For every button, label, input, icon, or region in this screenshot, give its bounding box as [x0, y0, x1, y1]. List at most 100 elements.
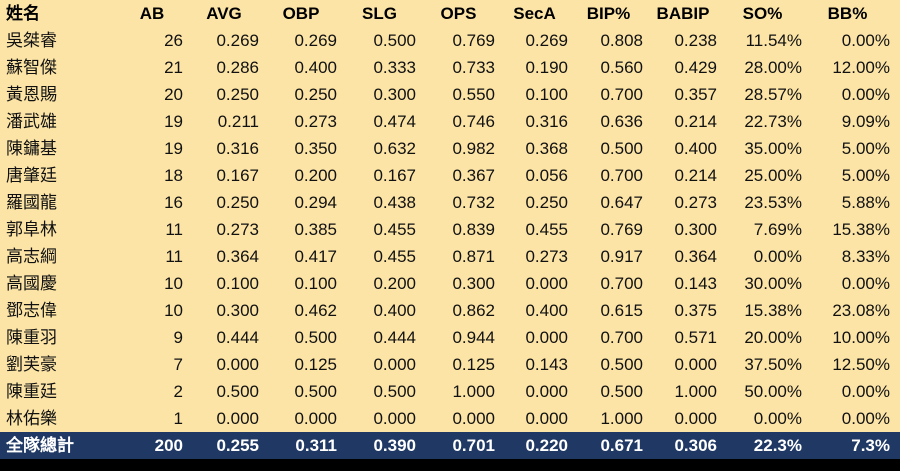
stat-cell[interactable]: 0.571: [674, 328, 717, 347]
stat-cell[interactable]: 0.316: [216, 139, 259, 158]
column-header-bb-pct[interactable]: BB%: [827, 4, 868, 23]
stat-cell[interactable]: 0.269: [294, 31, 337, 50]
player-name-cell[interactable]: 林佑樂: [6, 409, 57, 428]
stat-cell[interactable]: 9.09%: [841, 112, 890, 131]
stat-cell[interactable]: 0.700: [600, 274, 643, 293]
stat-cell[interactable]: 0.000: [216, 409, 259, 428]
stat-cell[interactable]: 0.385: [294, 220, 337, 239]
player-name-cell[interactable]: 劉芙豪: [6, 355, 57, 374]
stat-cell[interactable]: 11.54%: [745, 31, 802, 50]
total-stat-cell[interactable]: 200: [118, 432, 186, 459]
stat-cell[interactable]: 0.357: [674, 85, 717, 104]
stat-cell[interactable]: 0.455: [373, 247, 416, 266]
stat-cell[interactable]: 0.462: [294, 301, 337, 320]
stat-cell[interactable]: 0.700: [600, 85, 643, 104]
stat-cell[interactable]: 0.250: [294, 85, 337, 104]
stat-cell[interactable]: 0.300: [452, 274, 495, 293]
stat-cell[interactable]: 0.000: [525, 328, 568, 347]
column-header-ab[interactable]: AB: [139, 4, 165, 23]
stat-cell[interactable]: 0.273: [294, 112, 337, 131]
stat-cell[interactable]: 0.862: [452, 301, 495, 320]
stat-cell[interactable]: 20.00%: [744, 328, 802, 347]
stat-cell[interactable]: 0.550: [452, 85, 495, 104]
stat-cell[interactable]: 2: [173, 382, 183, 401]
column-header-slg[interactable]: SLG: [362, 4, 397, 23]
stat-cell[interactable]: 0.00%: [841, 382, 890, 401]
stat-cell[interactable]: 0.167: [373, 166, 416, 185]
stat-cell[interactable]: 0.214: [674, 112, 717, 131]
stat-cell[interactable]: 37.50%: [744, 355, 802, 374]
stat-cell[interactable]: 50.00%: [744, 382, 802, 401]
stat-cell[interactable]: 0.000: [525, 382, 568, 401]
player-name-cell[interactable]: 陳鏞基: [6, 139, 57, 158]
stat-cell[interactable]: 0.00%: [841, 409, 890, 428]
column-header-name[interactable]: 姓名: [6, 4, 40, 23]
stat-cell[interactable]: 35.00%: [744, 139, 802, 158]
stat-cell[interactable]: 0.500: [373, 31, 416, 50]
stat-cell[interactable]: 26: [164, 31, 183, 50]
stat-cell[interactable]: 0.839: [452, 220, 495, 239]
stat-cell[interactable]: 0.125: [294, 355, 337, 374]
stat-cell[interactable]: 0.00%: [753, 247, 802, 266]
stat-cell[interactable]: 0.636: [600, 112, 643, 131]
stat-cell[interactable]: 19: [164, 112, 183, 131]
stat-cell[interactable]: 0.250: [216, 193, 259, 212]
stat-cell[interactable]: 0.250: [216, 85, 259, 104]
stat-cell[interactable]: 25.00%: [744, 166, 802, 185]
column-header-bip-pct[interactable]: BIP%: [586, 4, 631, 23]
player-name-cell[interactable]: 陳重羽: [6, 328, 57, 347]
stat-cell[interactable]: 0.143: [525, 355, 568, 374]
stat-cell[interactable]: 0.400: [373, 301, 416, 320]
stat-cell[interactable]: 0.00%: [841, 31, 890, 50]
stat-cell[interactable]: 0.455: [525, 220, 568, 239]
stat-cell[interactable]: 15.38%: [744, 301, 802, 320]
player-name-cell[interactable]: 陳重廷: [6, 382, 57, 401]
stat-cell[interactable]: 0.100: [216, 274, 259, 293]
stat-cell[interactable]: 0.444: [216, 328, 259, 347]
column-header-seca[interactable]: SecA: [513, 4, 556, 23]
total-stat-cell[interactable]: 7.3%: [805, 432, 900, 459]
stat-cell[interactable]: 5.00%: [841, 139, 890, 158]
player-name-cell[interactable]: 鄧志偉: [6, 301, 57, 320]
stat-cell[interactable]: 0.000: [216, 355, 259, 374]
stat-cell[interactable]: 0.500: [600, 139, 643, 158]
total-stat-cell[interactable]: 0.671: [571, 432, 646, 459]
stat-cell[interactable]: 0.400: [674, 139, 717, 158]
stat-cell[interactable]: 0.000: [674, 355, 717, 374]
stat-cell[interactable]: 0.500: [294, 328, 337, 347]
stat-cell[interactable]: 1: [173, 409, 183, 428]
stat-cell[interactable]: 0.746: [452, 112, 495, 131]
stat-cell[interactable]: 12.00%: [832, 58, 890, 77]
stat-cell[interactable]: 0.00%: [841, 274, 890, 293]
stat-cell[interactable]: 0.364: [216, 247, 259, 266]
stat-cell[interactable]: 0.273: [674, 193, 717, 212]
stat-cell[interactable]: 0.871: [452, 247, 495, 266]
stat-cell[interactable]: 0.000: [674, 409, 717, 428]
stat-cell[interactable]: 0.00%: [841, 85, 890, 104]
stat-cell[interactable]: 0.000: [373, 355, 416, 374]
stat-cell[interactable]: 10: [164, 274, 183, 293]
stat-cell[interactable]: 0.214: [674, 166, 717, 185]
stat-cell[interactable]: 0.000: [373, 409, 416, 428]
stat-cell[interactable]: 0.474: [373, 112, 416, 131]
column-header-babip[interactable]: BABIP: [656, 4, 710, 23]
stat-cell[interactable]: 0.632: [373, 139, 416, 158]
stat-cell[interactable]: 16: [164, 193, 183, 212]
stat-cell[interactable]: 0.00%: [753, 409, 802, 428]
player-name-cell[interactable]: 黃恩賜: [6, 85, 57, 104]
stat-cell[interactable]: 0.444: [373, 328, 416, 347]
stat-cell[interactable]: 0.500: [600, 382, 643, 401]
stat-cell[interactable]: 0.982: [452, 139, 495, 158]
stat-cell[interactable]: 0.200: [294, 166, 337, 185]
stat-cell[interactable]: 0.438: [373, 193, 416, 212]
stat-cell[interactable]: 0.700: [600, 166, 643, 185]
total-stat-cell[interactable]: 0.701: [419, 432, 498, 459]
total-stat-cell[interactable]: 0.220: [498, 432, 571, 459]
total-stat-cell[interactable]: 0.311: [262, 432, 340, 459]
stat-cell[interactable]: 0.250: [525, 193, 568, 212]
stat-cell[interactable]: 20: [164, 85, 183, 104]
player-name-cell[interactable]: 高志綱: [6, 247, 57, 266]
stat-cell[interactable]: 0.056: [525, 166, 568, 185]
stat-cell[interactable]: 0.375: [674, 301, 717, 320]
stat-cell[interactable]: 0.500: [373, 382, 416, 401]
